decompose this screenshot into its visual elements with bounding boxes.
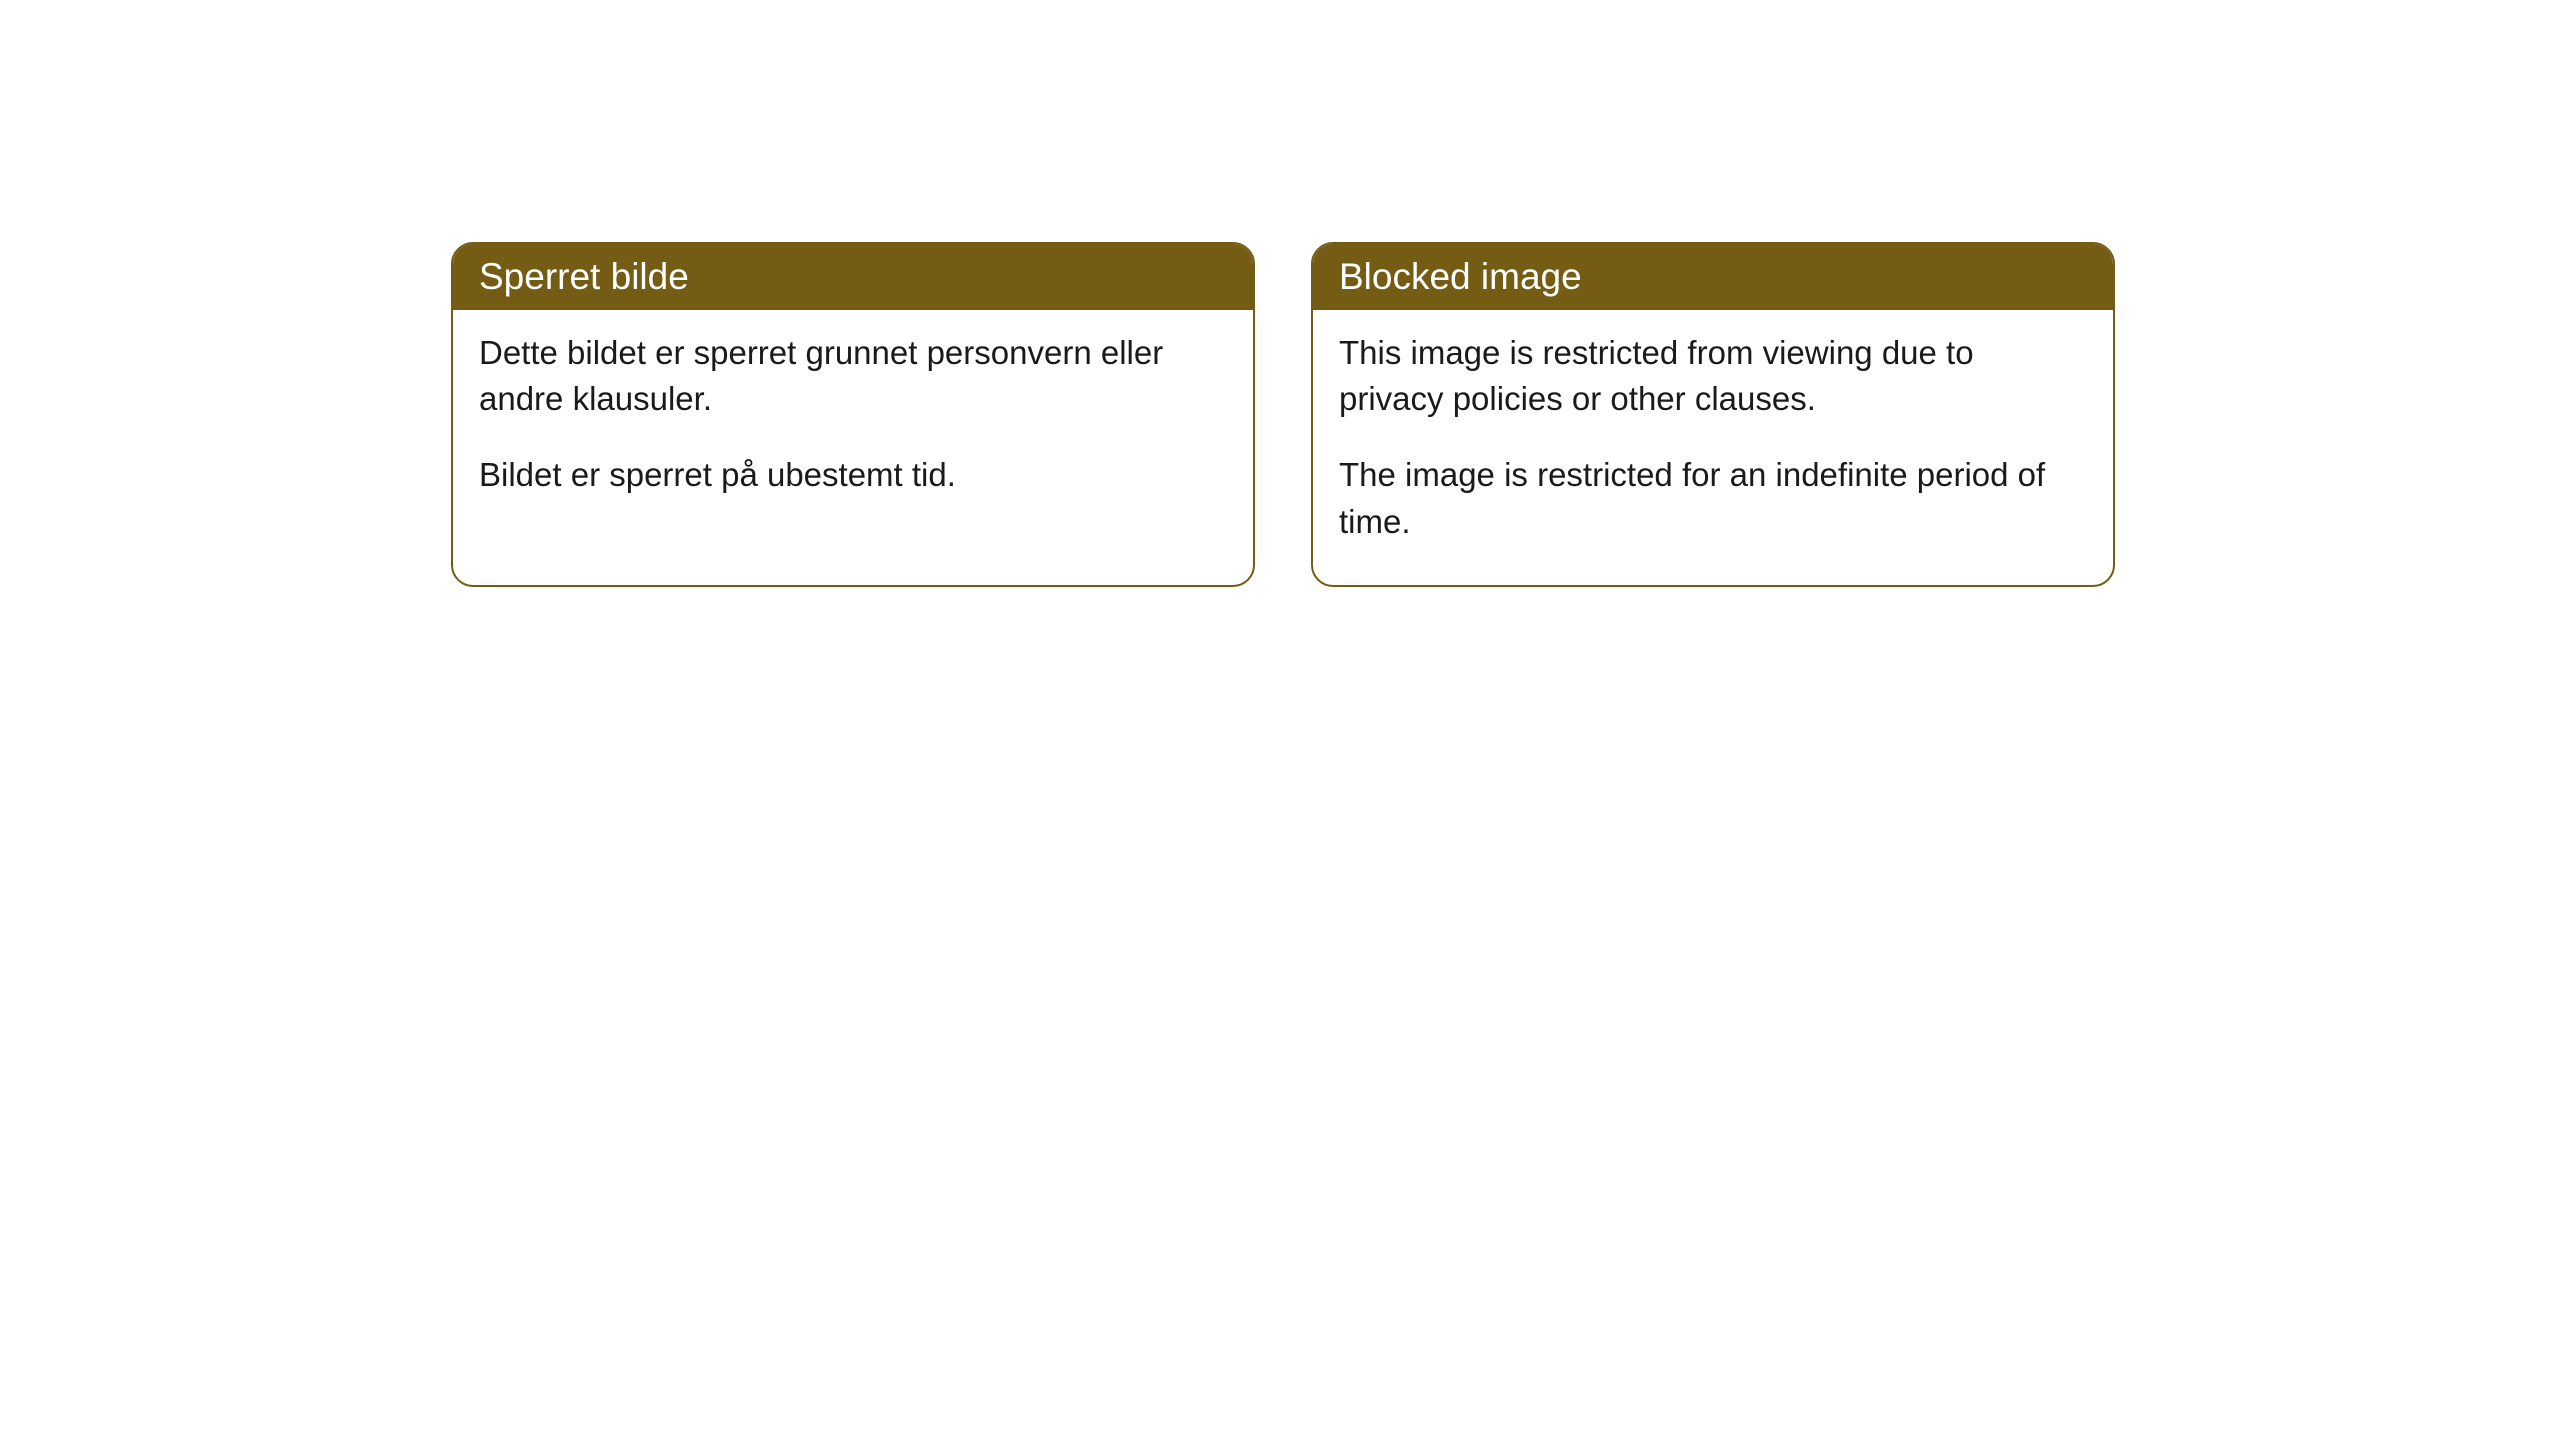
card-title: Blocked image (1339, 256, 1582, 297)
card-paragraph-2: The image is restricted for an indefinit… (1339, 452, 2087, 544)
card-paragraph-1: Dette bildet er sperret grunnet personve… (479, 330, 1227, 422)
blocked-image-card-norwegian: Sperret bilde Dette bildet er sperret gr… (451, 242, 1255, 587)
card-paragraph-1: This image is restricted from viewing du… (1339, 330, 2087, 422)
card-header: Sperret bilde (453, 244, 1253, 310)
card-body: Dette bildet er sperret grunnet personve… (453, 310, 1253, 539)
card-header: Blocked image (1313, 244, 2113, 310)
cards-container: Sperret bilde Dette bildet er sperret gr… (451, 242, 2115, 587)
blocked-image-card-english: Blocked image This image is restricted f… (1311, 242, 2115, 587)
card-paragraph-2: Bildet er sperret på ubestemt tid. (479, 452, 1227, 498)
card-body: This image is restricted from viewing du… (1313, 310, 2113, 585)
card-title: Sperret bilde (479, 256, 689, 297)
